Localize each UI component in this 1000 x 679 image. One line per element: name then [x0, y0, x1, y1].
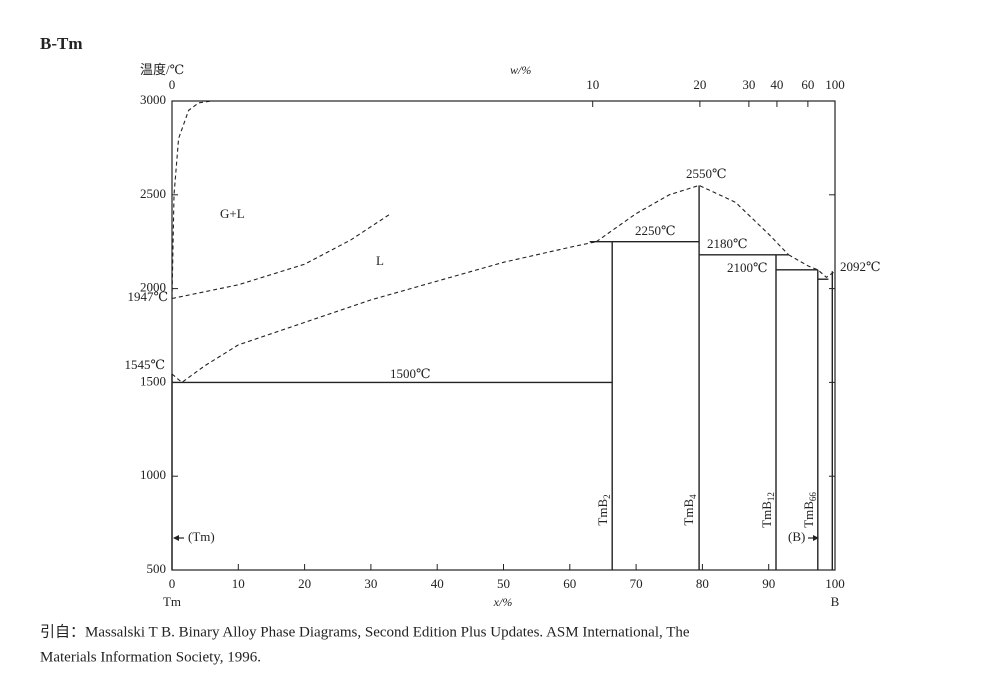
phase-name: TmB — [801, 501, 816, 528]
x-tick-label: 0 — [169, 576, 176, 591]
phase-name: TmB — [681, 499, 696, 526]
x-tick-label: 10 — [232, 576, 245, 591]
phase-line — [171, 213, 392, 300]
annotation: (Tm) — [188, 529, 215, 544]
phase-subscript: 12 — [766, 492, 776, 501]
y-tick-label: 2000 — [140, 280, 166, 295]
x-tick-label: 20 — [298, 576, 311, 591]
annotation: 1545℃ — [124, 357, 165, 372]
y-tick-label: 500 — [147, 561, 167, 576]
x-tick-label: 50 — [497, 576, 510, 591]
x-tick-label: 60 — [563, 576, 576, 591]
phase-line — [595, 184, 789, 256]
x-end-label: B — [831, 594, 840, 609]
x-tick-label: 90 — [762, 576, 775, 591]
phase-line — [788, 254, 836, 278]
annotation: 1947℃ — [127, 289, 168, 304]
plot-frame — [171, 100, 836, 571]
top-tick-label: 10 — [586, 77, 599, 92]
y-axis-label: 温度/℃ — [140, 62, 184, 77]
phase-subscript: 2 — [602, 494, 612, 499]
annotation: 2550℃ — [686, 166, 727, 181]
top-tick-label: 20 — [693, 77, 706, 92]
top-tick-label: 100 — [825, 77, 845, 92]
y-tick-label: 1000 — [140, 467, 166, 482]
annotation: 2180℃ — [707, 236, 748, 251]
chart-title: B-Tm — [40, 34, 83, 53]
annotation: 2100℃ — [727, 260, 768, 275]
top-tick-label: 60 — [801, 77, 814, 92]
phase-name: TmB — [595, 499, 610, 526]
phase-label: TmB66 — [801, 492, 818, 528]
top-tick-label: 0 — [169, 77, 176, 92]
y-tick-label: 1500 — [140, 373, 166, 388]
annotation: 1500℃ — [390, 366, 431, 381]
citation: Materials Information Society, 1996. — [40, 649, 261, 665]
x-axis-label: x/% — [493, 595, 513, 609]
y-tick-label: 2500 — [140, 186, 166, 201]
top-tick-label: 40 — [770, 77, 783, 92]
x-end-label: Tm — [163, 594, 181, 609]
phase-label: TmB4 — [681, 494, 698, 526]
x-tick-label: 100 — [825, 576, 845, 591]
phase-label: TmB2 — [595, 494, 612, 525]
annotation: G+L — [220, 206, 245, 221]
top-axis-label: w/% — [510, 63, 531, 77]
x-tick-label: 40 — [431, 576, 444, 591]
arrow-head — [813, 535, 819, 541]
citation: 引自：Massalski T B. Binary Alloy Phase Dia… — [40, 623, 690, 640]
phase-subscript: 66 — [808, 492, 818, 502]
x-tick-label: 80 — [696, 576, 709, 591]
phase-subscript: 4 — [688, 494, 698, 499]
phase-name: TmB — [759, 501, 774, 528]
annotation: (B) — [788, 529, 805, 544]
y-tick-label: 3000 — [140, 92, 166, 107]
x-tick-label: 30 — [364, 576, 377, 591]
annotation: 2250℃ — [635, 223, 676, 238]
phase-label: TmB12 — [759, 492, 776, 528]
arrow-head — [173, 535, 179, 541]
phase-line — [171, 241, 597, 384]
annotation: 2092℃ — [840, 259, 881, 274]
x-tick-label: 70 — [630, 576, 643, 591]
top-tick-label: 30 — [742, 77, 755, 92]
phase-line — [171, 100, 212, 299]
annotation: L — [376, 253, 384, 268]
